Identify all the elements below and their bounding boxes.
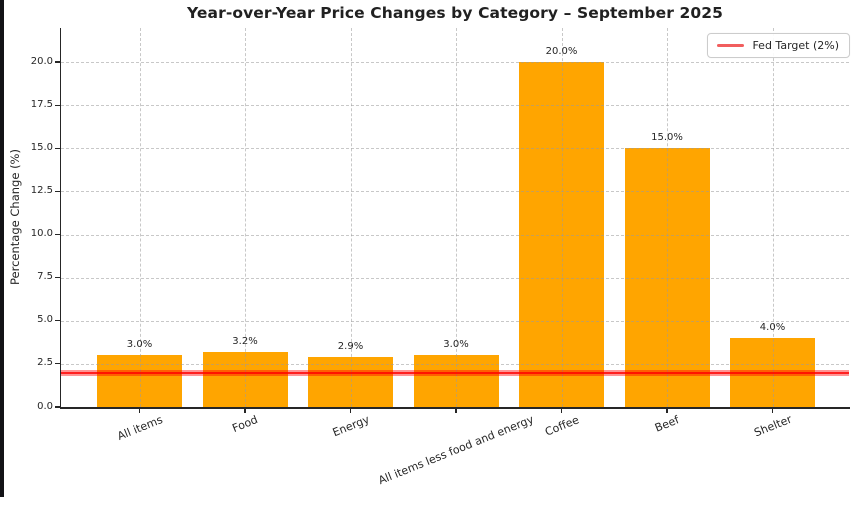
gridline-horizontal [61,234,849,236]
bar-value-label: 4.0% [759,322,786,333]
gridline-horizontal [61,277,849,279]
gridline-horizontal [61,320,849,322]
y-tick-label: 0.0 [37,400,53,412]
y-tick-mark [55,363,60,365]
y-tick-mark [55,190,60,192]
gridline-horizontal [61,191,849,193]
y-tick-mark [55,61,60,63]
x-tick-label-energy: Energy [330,413,371,440]
legend: Fed Target (2%) [707,33,850,58]
x-tick-mark [138,407,141,413]
y-tick-label: 5.0 [37,314,53,326]
gridline-vertical [245,28,246,407]
x-tick-mark [771,407,774,413]
y-tick-label: 17.5 [30,98,53,110]
x-tick-mark [349,407,352,413]
y-tick-label: 12.5 [30,184,53,196]
x-tick-mark [455,407,457,413]
bar-value-label: 3.0% [443,339,469,351]
x-tick-mark [666,407,668,413]
y-tick-mark [55,147,60,149]
fed-target-line-icon [717,43,745,48]
bar-value-label: 15.0% [651,132,683,144]
x-tick-label-all-items-less-food-and-energy: All items less food and energy [376,412,536,488]
y-tick-mark [55,406,60,408]
fed-target-line-core [61,371,849,374]
x-tick-label-beef: Beef [652,412,682,435]
x-tick-label-food: Food [230,412,260,435]
y-axis-spine [59,28,61,409]
y-tick-label: 15.0 [30,141,53,153]
y-tick-label: 7.5 [37,271,53,283]
gridline-vertical [772,28,774,407]
y-tick-label: 20.0 [30,55,53,67]
gridline-horizontal [61,148,849,150]
gridline-horizontal [61,62,849,63]
x-tick-mark [560,407,563,413]
window-edge [0,0,4,497]
gridline-vertical [561,28,563,407]
gridline-horizontal [61,363,849,365]
y-tick-mark [55,233,60,236]
chart-title: Year-over-Year Price Changes by Category… [187,4,723,22]
y-tick-mark [55,277,60,279]
x-axis-spine [59,407,850,409]
bar-value-label: 2.9% [337,340,364,352]
y-tick-label: 2.5 [37,357,53,369]
y-tick-mark [55,104,60,106]
y-axis-label: Percentage Change (%) [8,149,22,285]
y-tick-label: 10.0 [30,228,53,239]
gridline-vertical [350,28,352,407]
bar-value-label: 20.0% [545,46,578,57]
gridline-vertical [667,28,668,407]
bar-value-label: 3.0% [126,339,153,351]
fed-target-line [61,369,849,376]
legend-label: Fed Target (2%) [752,39,839,52]
x-tick-label-all-items: All items [114,413,165,443]
gridline-vertical [139,28,141,407]
plot-area: 3.0% 3.2% 2.9% 3.0% 20.0% 15.0% 4.0% [61,28,849,407]
x-tick-label-coffee: Coffee [542,413,581,439]
gridline-horizontal [61,105,849,107]
x-tick-mark [244,407,246,413]
bar-value-label: 3.2% [232,335,258,347]
gridline-vertical [456,28,457,407]
x-tick-label-shelter: Shelter [751,412,794,440]
y-tick-mark [55,320,60,322]
